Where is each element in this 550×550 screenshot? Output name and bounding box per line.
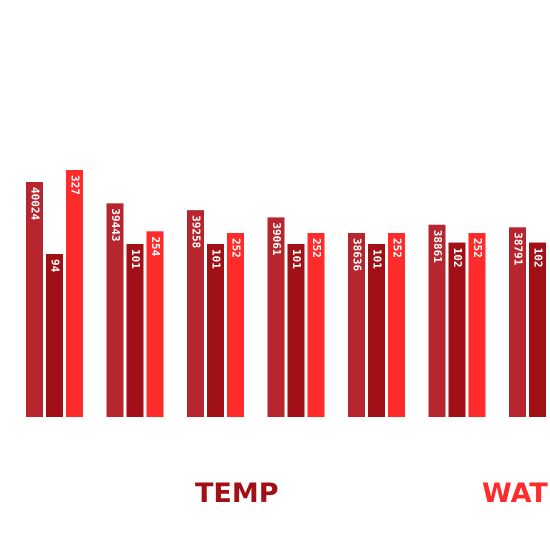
bar-s2-g5 — [468, 233, 486, 417]
bar-s1-g5 — [448, 242, 466, 417]
bar-value-label-s1-g5: 102 — [451, 248, 464, 268]
bar-value-label-s2-g2: 252 — [230, 238, 243, 258]
bar-value-label-s0-g5: 38861 — [431, 230, 444, 263]
bar-value-label-s1-g0: 94 — [49, 259, 62, 273]
bar-value-label-s1-g6: 102 — [532, 248, 545, 268]
bar-s2-g3 — [307, 233, 325, 417]
bar-value-label-s0-g3: 39061 — [270, 222, 283, 255]
labels-layer: 40024 39443 39258 39061 38636 38861 38791 94 101… — [29, 175, 545, 273]
bar-value-label-s0-g2: 39258 — [190, 215, 203, 248]
bar-s0-g5 — [428, 224, 446, 417]
bar-s0-g1 — [106, 203, 124, 417]
bar-s2-g0 — [66, 170, 83, 417]
bar-s1-g0 — [46, 254, 63, 417]
bar-s0-g4 — [348, 233, 365, 417]
bar-s2-g4 — [388, 233, 405, 417]
bar-value-label-s0-g4: 38636 — [351, 238, 364, 271]
bar-s1-g1 — [126, 244, 144, 417]
bar-s0-g6 — [509, 227, 526, 417]
bar-s0-g2 — [187, 210, 204, 417]
bar-s1-g6 — [529, 242, 546, 417]
bar-value-label-s0-g0: 40024 — [29, 187, 42, 220]
bar-value-label-s2-g3: 252 — [310, 238, 323, 258]
legend-label-temp: TEMP — [195, 478, 279, 509]
bar-s1-g4 — [368, 244, 385, 417]
bar-value-label-s1-g3: 101 — [290, 249, 303, 269]
bar-value-label-s0-g1: 39443 — [109, 208, 122, 241]
bar-value-label-s2-g0: 327 — [69, 175, 82, 195]
bar-value-label-s1-g1: 101 — [129, 249, 142, 269]
bar-value-label-s2-g1: 254 — [149, 236, 162, 256]
bar-value-label-s1-g2: 101 — [210, 249, 223, 269]
bars-layer — [26, 170, 546, 417]
bar-value-label-s0-g6: 38791 — [512, 232, 525, 265]
bar-value-label-s2-g4: 252 — [391, 238, 404, 258]
bar-value-label-s2-g5: 252 — [471, 238, 484, 258]
bar-s1-g3 — [287, 244, 305, 417]
legend: TEMP WAT — [195, 478, 548, 509]
bar-s0-g3 — [267, 217, 285, 417]
bar-value-label-s1-g4: 101 — [371, 249, 384, 269]
bar-s2-g2 — [227, 233, 244, 417]
legend-label-wat: WAT — [482, 478, 548, 509]
bar-s2-g1 — [146, 231, 164, 417]
bar-s0-g0 — [26, 182, 43, 417]
bar-s1-g2 — [207, 244, 224, 417]
